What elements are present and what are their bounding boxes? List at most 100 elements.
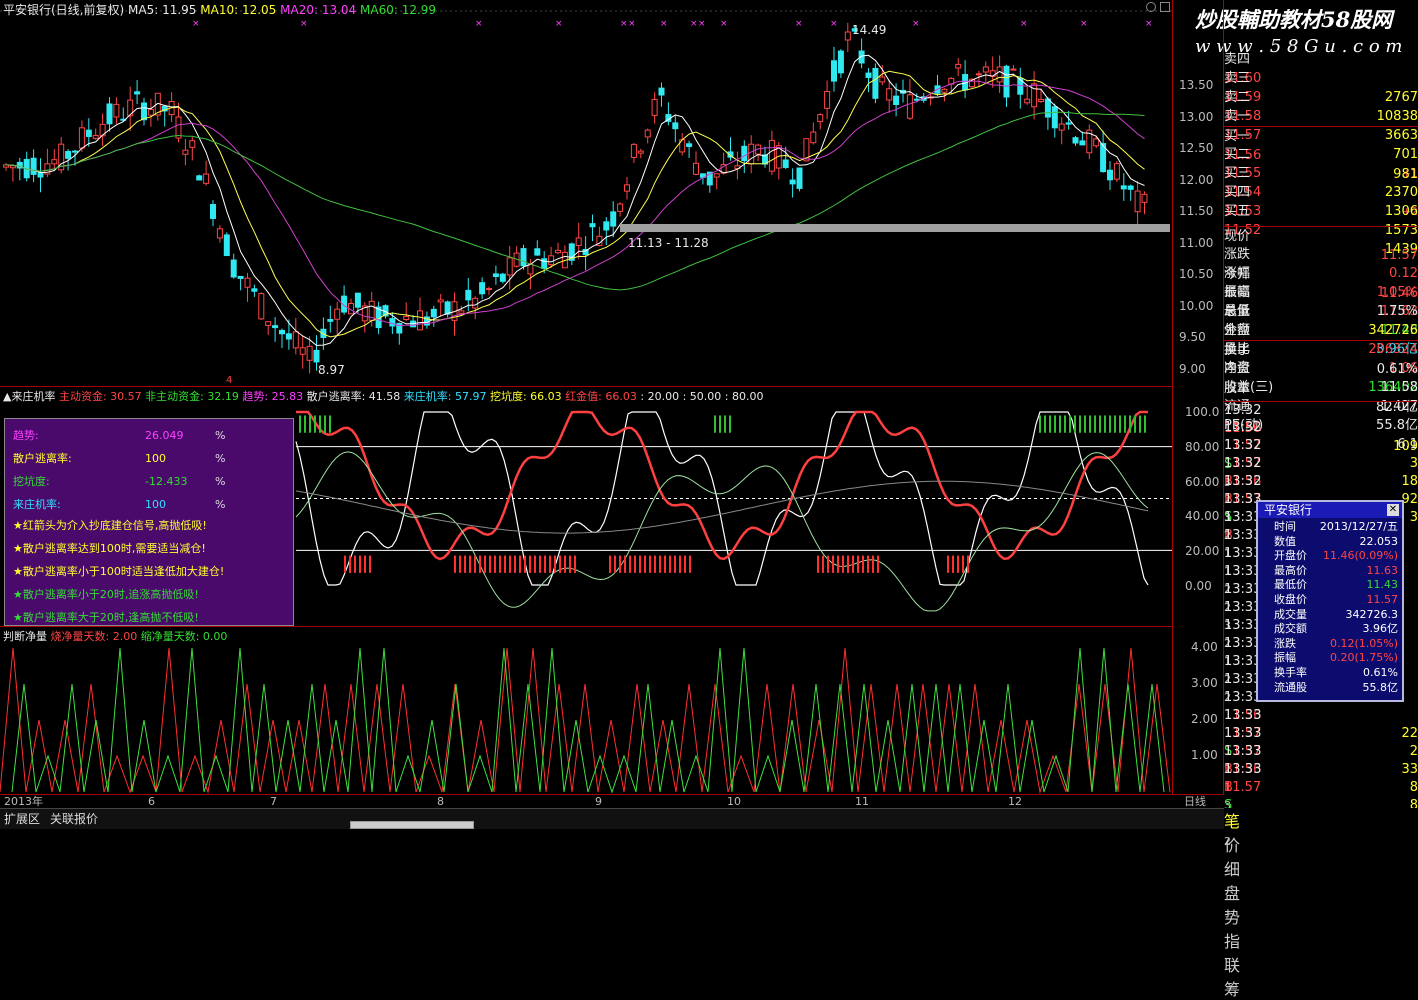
stat-label: 现价 (1224, 229, 1251, 244)
candle-body (437, 299, 444, 303)
popup-row: 开盘价 11.46(0.09%) (1258, 549, 1402, 562)
tick-row: 13:33 11.57 33 B 3 (1224, 725, 1418, 812)
low-annotation: 8.97 (318, 363, 345, 377)
indicator1-title[interactable]: ▲来庄机率 (3, 390, 56, 403)
stat-value: 1.427 (1380, 399, 1418, 414)
tick-count: 2 (1224, 601, 1231, 614)
tick-volume: 2 (1409, 744, 1418, 759)
stat-row: 涨幅 1.05% 最低 11.43 (1224, 264, 1418, 338)
stat-row: 净资 11.58 流通 55.8亿 (1224, 359, 1418, 433)
data-popup[interactable]: 平安银行 ✕ 时间 2013/12/27/五 数值 22.053 开盘价 11.46(0.… (1256, 500, 1404, 702)
kline-svg[interactable]: × × × × × × × × × × × × × × × × (0, 0, 1172, 390)
tick-direction: B (1224, 780, 1233, 795)
indicator1-svg[interactable] (0, 387, 1172, 627)
candle-body (223, 234, 230, 257)
tab-3[interactable]: 盘 (1224, 884, 1241, 903)
ma10-line (5, 70, 1145, 338)
candle-body (706, 171, 713, 186)
orderbook-row: 卖三 11.59 10838 (1224, 69, 1418, 124)
stat-label: 涨跌 (1224, 247, 1251, 262)
candle-body (713, 173, 720, 178)
info-value: 100 (145, 498, 166, 511)
tab-extension[interactable]: 扩展区 (4, 812, 41, 826)
indicator-panel-1[interactable]: ▲来庄机率 主动资金: 30.57 非主动资金: 32.19 趋势: 25.83… (0, 386, 1172, 626)
candle-body (1093, 138, 1100, 147)
info-note: ★红箭头为介入抄底建仓信号,高抛低吸! (13, 519, 207, 532)
popup-close-icon[interactable]: ✕ (1387, 504, 1399, 516)
tab-0[interactable]: 笔 (1224, 812, 1241, 831)
kline-chart[interactable]: × × × × × × × × × × × × × × × × 平安银行(日线,前复权) MA5: 11.95… (0, 0, 1172, 390)
stat-value: 11.57 (1380, 248, 1418, 263)
indicator-panel-2[interactable]: 判断净量 烧净量天数: 2.00 缩净量天数: 0.00 (0, 626, 1172, 794)
candle-body (237, 275, 244, 279)
tab-4[interactable]: 势 (1224, 908, 1241, 927)
stat-value: 11.46 (1380, 286, 1418, 301)
stat-value: 1.05% (1376, 285, 1418, 300)
candle-body (16, 161, 23, 169)
x-tick: 7 (270, 795, 277, 808)
orderbook-volume: 2767 (1384, 90, 1418, 105)
top-marker: 4 (226, 375, 233, 386)
indicator1-header: ▲来庄机率 主动资金: 30.57 非主动资金: 32.19 趋势: 25.83… (3, 390, 763, 404)
candle-body (831, 60, 837, 82)
retail-escape-line (295, 411, 1149, 586)
candle-body (72, 150, 78, 153)
indicator2-svg[interactable] (0, 627, 1172, 795)
tick-row: 13:32 11.56 109 S 3 (1224, 401, 1418, 489)
close-panel-icon[interactable] (1160, 2, 1170, 12)
candle-body (279, 329, 285, 335)
popup-key: 收盘价 (1274, 593, 1307, 606)
tab-1[interactable]: 价 (1224, 836, 1241, 855)
tick-time: 13:33 (1224, 510, 1262, 525)
watermark-url: w w w . 5 8 G u . c o m (1195, 36, 1403, 57)
candle-body (210, 204, 216, 219)
tick-row: 13:32 11.57 3 B 1 (1224, 473, 1418, 560)
tab-5[interactable]: 指 (1224, 932, 1241, 951)
tick-row: 13:33 3 (1224, 599, 1418, 632)
tab-7[interactable]: 筹 (1224, 980, 1241, 999)
tick-row: 13:33 2 (1224, 509, 1418, 542)
candle-body (506, 257, 513, 276)
signal-marker: × (628, 19, 636, 29)
timeframe-label[interactable]: 日线 (1184, 795, 1206, 808)
signal-marker: × (720, 19, 728, 29)
red-gold-label: 红金值: 66.03 (565, 390, 637, 403)
popup-row: 换手率 0.61% (1258, 666, 1402, 679)
stat-label: 内盘 (1224, 361, 1251, 376)
tick-time: 13:33 (1224, 762, 1262, 777)
candle-body (996, 66, 1003, 83)
candle-body (527, 263, 534, 275)
tick-count: 2 (1224, 637, 1231, 650)
info-label: 趋势: (13, 429, 39, 442)
stat-value: 3.96亿 (1376, 342, 1418, 357)
candle-body (955, 63, 962, 69)
candle-body (782, 159, 789, 168)
stat-value: 82.0亿 (1376, 400, 1418, 415)
tick-price: 11.56 (1224, 708, 1262, 723)
info-value: -12.433 (145, 475, 188, 488)
candle-body (693, 162, 699, 175)
tab-2[interactable]: 细 (1224, 860, 1241, 879)
minimize-icon[interactable] (1146, 2, 1156, 12)
orderbook-label: 卖三 (1224, 71, 1251, 86)
dealer-prob-label: 来庄机率: 57.97 (403, 390, 487, 403)
price-tick: 11.50 (1179, 204, 1214, 218)
ma60-label: MA60: 12.99 (360, 3, 437, 17)
popup-key: 数值 (1274, 534, 1296, 548)
tab-6[interactable]: 联 (1224, 956, 1241, 975)
orderbook-row: 买四 11.53 1573 (1224, 183, 1418, 238)
indicator1-tick: 20.00 (1185, 544, 1220, 559)
indicator2-title[interactable]: 判断净量 (3, 630, 47, 643)
tick-direction: B (1224, 474, 1233, 489)
candle-body (430, 308, 437, 318)
signal-marker: × (690, 19, 698, 29)
candle-body (58, 143, 65, 171)
tab-related-quote[interactable]: 关联报价 (50, 812, 99, 826)
indicator1-tick: 60.00 (1185, 474, 1220, 489)
tick-direction: S (1224, 798, 1233, 813)
horizontal-scrollbar[interactable] (350, 821, 474, 829)
candle-body (644, 129, 651, 138)
popup-key: 流通股 (1274, 680, 1307, 694)
popup-row: 流通股 55.8亿 (1258, 681, 1402, 694)
candle-body (341, 295, 348, 313)
